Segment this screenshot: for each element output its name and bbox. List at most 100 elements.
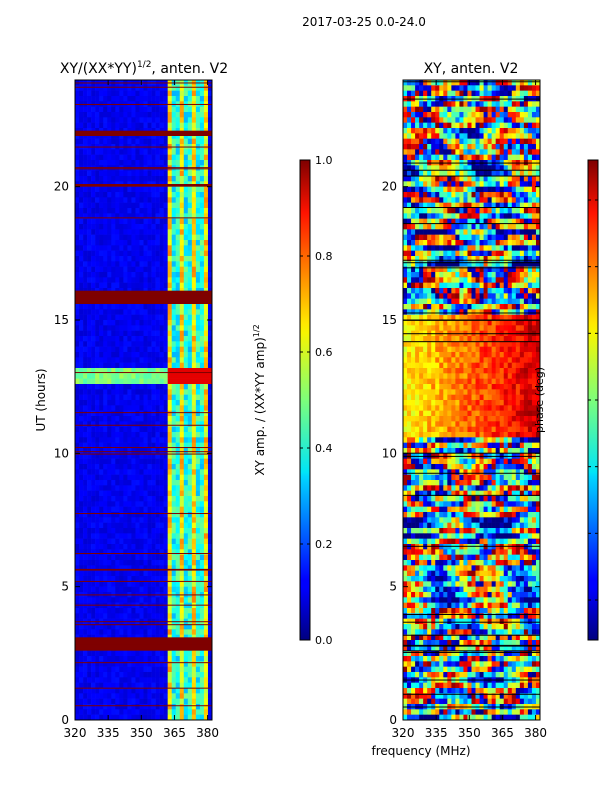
heatmap-cell xyxy=(519,186,525,193)
heatmap-cell xyxy=(147,256,152,262)
heatmap-cell xyxy=(519,149,525,155)
heatmap-cell xyxy=(171,693,177,699)
heatmap-cell xyxy=(107,266,112,273)
heatmap-cell xyxy=(535,202,540,209)
heatmap-cell xyxy=(91,560,96,566)
heatmap-cell xyxy=(151,309,156,315)
heatmap-cell xyxy=(119,250,124,257)
heatmap-cell xyxy=(107,341,112,347)
heatmap-cell xyxy=(87,512,92,518)
heatmap-cell xyxy=(191,400,197,406)
heatmap-cell xyxy=(199,533,205,539)
heatmap-cell xyxy=(415,106,420,113)
heatmap-cell xyxy=(135,277,140,283)
heatmap-cell xyxy=(131,245,136,251)
heatmap-cell xyxy=(183,90,189,97)
heatmap-cell xyxy=(127,480,132,486)
heatmap-cell xyxy=(123,533,128,539)
heatmap-cell xyxy=(455,192,460,198)
heatmap-cell xyxy=(95,650,100,657)
heatmap-cell xyxy=(83,522,88,529)
heatmap-cell xyxy=(463,80,468,86)
heatmap-cell xyxy=(535,154,540,161)
heatmap-cell xyxy=(535,176,540,182)
heatmap-cell xyxy=(127,666,132,673)
heatmap-cell xyxy=(183,325,189,331)
heatmap-cell xyxy=(83,410,88,417)
heatmap-cell xyxy=(163,581,168,587)
heatmap-cell xyxy=(455,181,460,187)
heatmap-cell xyxy=(75,400,80,406)
heatmap-cell xyxy=(495,112,501,118)
heatmap-cell xyxy=(79,469,84,475)
heatmap-cell xyxy=(135,576,140,582)
heatmap-cell xyxy=(159,213,164,219)
heatmap-cell xyxy=(191,170,197,177)
heatmap-cell xyxy=(103,394,108,401)
heatmap-cell xyxy=(203,122,209,129)
heatmap-cell xyxy=(199,437,205,443)
heatmap-cell xyxy=(143,624,148,630)
heatmap-cell xyxy=(131,314,136,321)
heatmap-cell xyxy=(139,160,144,166)
heatmap-cell xyxy=(471,122,476,129)
heatmap-cell xyxy=(143,586,148,593)
heatmap-cell xyxy=(183,277,189,283)
heatmap-cell xyxy=(87,90,92,97)
heatmap-cell xyxy=(115,320,120,326)
heatmap-cell xyxy=(199,624,205,630)
heatmap-cell xyxy=(111,154,116,161)
heatmap-cell xyxy=(175,698,181,705)
heatmap-cell xyxy=(123,565,128,571)
heatmap-cell xyxy=(99,240,104,246)
heatmap-cell xyxy=(403,208,408,214)
heatmap-cell xyxy=(199,576,205,582)
heatmap-cell xyxy=(171,362,177,369)
heatmap-cell xyxy=(83,304,88,310)
heatmap-cell xyxy=(87,304,92,310)
heatmap-cell xyxy=(159,410,164,417)
heatmap-cell xyxy=(111,186,116,193)
heatmap-cell xyxy=(123,154,128,161)
heatmap-cell xyxy=(79,133,84,139)
heatmap-cell xyxy=(475,101,480,107)
heatmap-cell xyxy=(407,192,412,198)
heatmap-cell xyxy=(403,181,408,187)
heatmap-cell xyxy=(87,682,92,689)
heatmap-cell xyxy=(75,373,80,379)
heatmap-cell xyxy=(167,362,173,369)
heatmap-cell xyxy=(207,538,212,545)
heatmap-cell xyxy=(107,224,112,230)
heatmap-cell xyxy=(523,149,529,155)
heatmap-cell xyxy=(171,421,177,427)
heatmap-cell xyxy=(75,677,80,683)
heatmap-cell xyxy=(171,309,177,315)
heatmap-cell xyxy=(191,464,197,470)
heatmap-cell xyxy=(475,192,480,198)
heatmap-cell xyxy=(123,490,128,497)
heatmap-cell xyxy=(151,570,156,577)
heatmap-cell xyxy=(519,144,525,150)
heatmap-cell xyxy=(139,512,144,518)
heatmap-cell xyxy=(159,176,164,182)
heatmap-cell xyxy=(183,202,189,209)
heatmap-cell xyxy=(139,682,144,689)
heatmap-cell xyxy=(103,661,108,667)
heatmap-cell xyxy=(179,688,185,694)
heatmap-cell xyxy=(483,176,488,182)
heatmap-cell xyxy=(171,688,177,694)
heatmap-cell xyxy=(119,709,124,715)
heatmap-cell xyxy=(187,629,193,635)
heatmap-cell xyxy=(99,576,104,582)
heatmap-cell xyxy=(87,506,92,513)
heatmap-cell xyxy=(191,85,197,91)
heatmap-cell xyxy=(183,485,189,491)
heatmap-cell xyxy=(463,101,468,107)
heatmap-cell xyxy=(195,677,201,683)
heatmap-cell xyxy=(95,368,100,374)
heatmap-cell xyxy=(147,560,152,566)
heatmap-cell xyxy=(107,330,112,337)
heatmap-cell xyxy=(471,170,476,177)
heatmap-cell xyxy=(139,560,144,566)
heatmap-cell xyxy=(451,192,456,198)
